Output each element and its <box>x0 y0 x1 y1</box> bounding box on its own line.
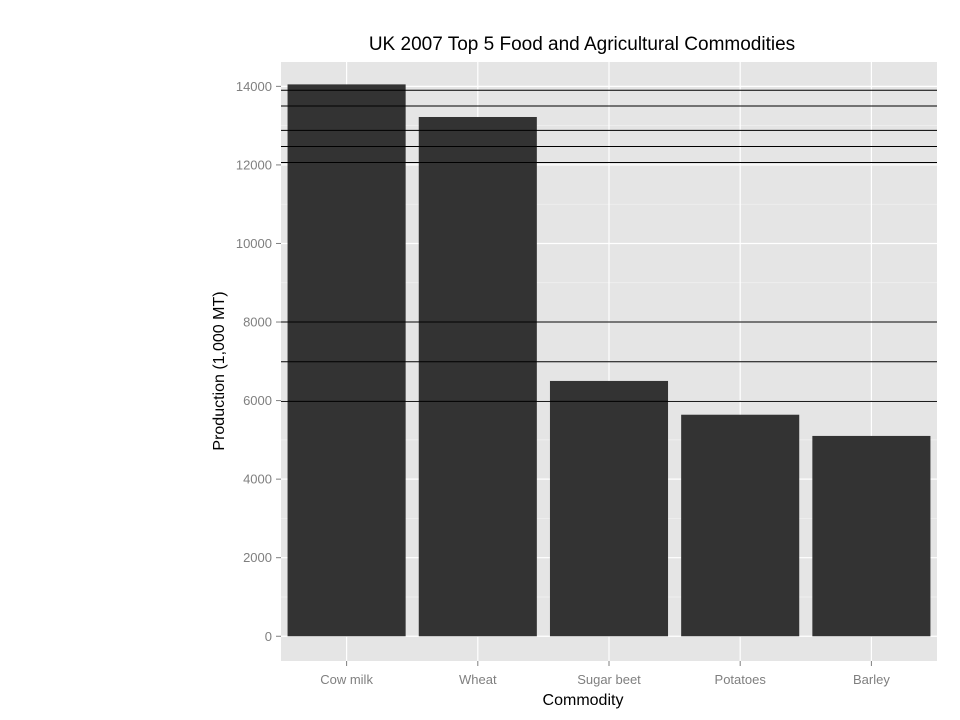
bar-wheat <box>418 116 537 637</box>
x-tick-label: Wheat <box>459 672 497 687</box>
x-axis-title: Commodity <box>543 692 624 709</box>
bar-potatoes <box>681 414 800 637</box>
y-tick-label: 0 <box>265 629 272 644</box>
y-tick-label: 10000 <box>236 236 272 251</box>
y-tick-label: 6000 <box>243 393 272 408</box>
y-tick-label: 12000 <box>236 157 272 172</box>
y-tick-label: 14000 <box>236 79 272 94</box>
bar-cow-milk <box>287 84 406 637</box>
x-tick-label: Sugar beet <box>577 672 641 687</box>
y-axis-title: Production (1,000 MT) <box>211 291 228 450</box>
y-tick-label: 4000 <box>243 472 272 487</box>
bars <box>287 84 931 637</box>
x-tick-label: Potatoes <box>715 672 767 687</box>
y-tick-label: 8000 <box>243 315 272 330</box>
y-tick-label: 2000 <box>243 550 272 565</box>
y-axis-ticks: 0 2000 4000 6000 8000 10000 12000 14000 <box>236 79 281 644</box>
x-axis-ticks: Cow milk Wheat Sugar beet Potatoes Barley <box>320 661 890 687</box>
reference-lines <box>281 89 937 402</box>
x-tick-label: Barley <box>853 672 890 687</box>
bar-barley <box>812 435 931 637</box>
chart-title: UK 2007 Top 5 Food and Agricultural Comm… <box>369 34 795 55</box>
bar-sugar-beet <box>549 380 669 637</box>
x-tick-label: Cow milk <box>320 672 373 687</box>
